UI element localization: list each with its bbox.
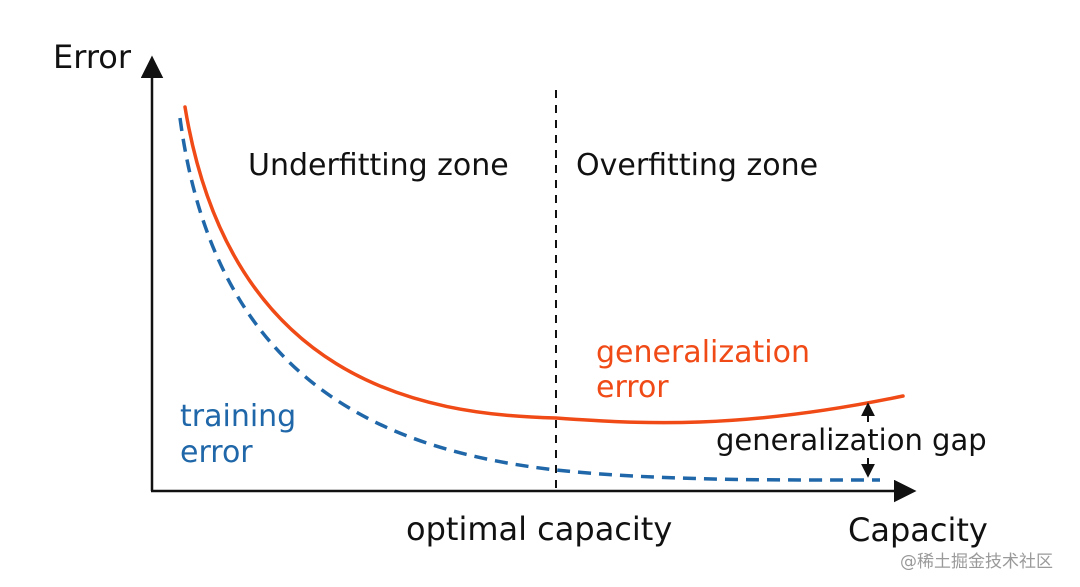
underfitting-zone-label: Underfitting zone [248,148,509,183]
training-error-label-line2: error [180,435,253,470]
overfitting-zone-label: Overfitting zone [576,148,818,183]
generalization-error-label-line2: error [596,370,669,405]
generalization-error-curve [183,105,905,425]
x-axis-label: Capacity [848,511,988,549]
training-error-label-line1: training [180,399,296,434]
y-axis-label: Error [53,38,132,76]
watermark: @稀土掘金技术社区 [900,552,1053,572]
generalization-error-label-line1: generalization [596,335,810,370]
generalization-gap-label: generalization gap [716,423,987,457]
optimal-capacity-label: optimal capacity [406,510,672,548]
